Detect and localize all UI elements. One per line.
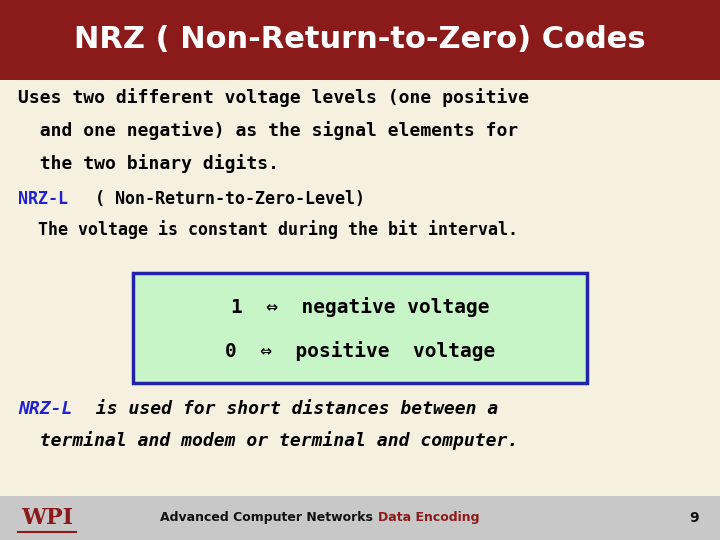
Text: and one negative) as the signal elements for: and one negative) as the signal elements… [18,121,518,140]
Text: 0  ⇔  positive  voltage: 0 ⇔ positive voltage [225,341,495,361]
Text: Advanced Computer Networks: Advanced Computer Networks [160,511,373,524]
Text: The voltage is constant during the bit interval.: The voltage is constant during the bit i… [18,220,518,239]
FancyBboxPatch shape [133,273,587,383]
Text: ( Non-Return-to-Zero-Level): ( Non-Return-to-Zero-Level) [85,190,365,208]
Text: the two binary digits.: the two binary digits. [18,154,279,173]
Text: terminal and modem or terminal and computer.: terminal and modem or terminal and compu… [18,431,518,450]
Bar [0,0,720,80]
Text: 9: 9 [689,511,698,525]
Text: WPI: WPI [22,507,73,529]
Text: NRZ ( Non-Return-to-Zero) Codes: NRZ ( Non-Return-to-Zero) Codes [74,25,646,55]
Text: is used for short distances between a: is used for short distances between a [85,400,498,417]
Text: 1  ⇔  negative voltage: 1 ⇔ negative voltage [230,297,490,317]
Text: NRZ-L: NRZ-L [18,190,68,208]
Text: Data Encoding: Data Encoding [378,511,479,524]
Text: NRZ-L: NRZ-L [18,400,73,417]
Bar [0,496,720,540]
Text: Uses two different voltage levels (one positive: Uses two different voltage levels (one p… [18,88,529,107]
